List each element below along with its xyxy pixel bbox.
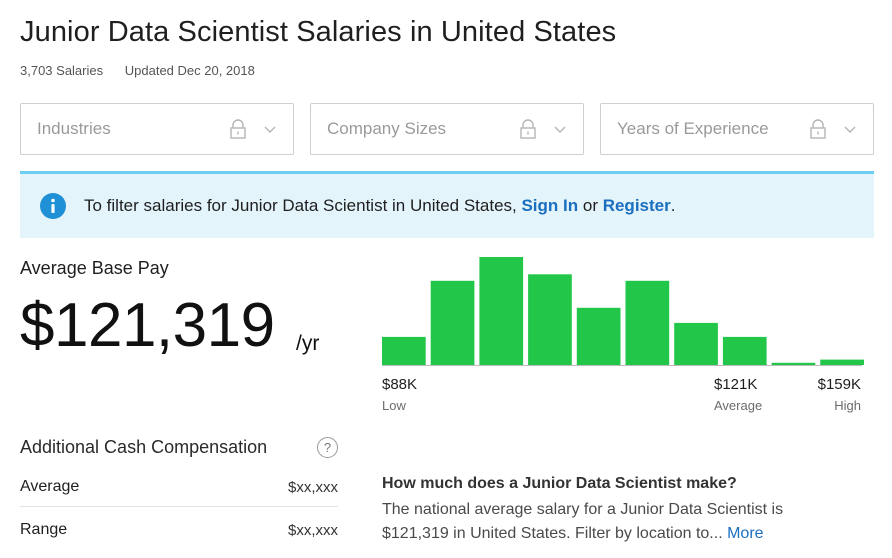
pay-unit: /yr	[296, 332, 320, 355]
banner-text: To filter salaries for Junior Data Scien…	[84, 196, 675, 216]
register-link[interactable]: Register	[602, 196, 671, 215]
updated-date: Updated Dec 20, 2018	[124, 63, 255, 78]
high-value: $159K	[817, 376, 861, 393]
chevron-down-icon	[554, 126, 566, 133]
comp-row-label: Range	[20, 521, 68, 538]
average-label: Average	[714, 398, 763, 413]
average-value: $121K	[714, 376, 758, 393]
faq-line-2: $121,319 in United States. Filter by loc…	[382, 522, 852, 546]
chevron-down-icon	[264, 126, 276, 133]
info-icon	[40, 193, 66, 219]
filter-label: Company Sizes	[327, 119, 447, 138]
histogram-bar	[625, 280, 670, 365]
help-icon[interactable]: ?	[317, 437, 338, 458]
banner-text-before: To filter salaries for Junior Data Scien…	[84, 196, 522, 215]
histogram-bar	[771, 362, 816, 365]
lock-icon	[520, 119, 536, 139]
page-title: Junior Data Scientist Salaries in United…	[20, 16, 617, 48]
low-label: Low	[382, 398, 406, 413]
faq-line: The national average salary for a Junior…	[382, 501, 784, 518]
salary-count: 3,703 Salaries	[20, 63, 104, 78]
histogram-bar	[528, 274, 572, 365]
faq-line-text: $121,319 in United States. Filter by loc…	[382, 525, 728, 542]
additional-cash-label: Additional Cash Compensation	[20, 437, 268, 457]
filter-label: Years of Experience	[617, 119, 769, 138]
salary-histogram	[382, 257, 864, 365]
faq-title: How much does a Junior Data Scientist ma…	[382, 475, 737, 492]
filter-label: Industries	[37, 119, 111, 138]
faq-body: The national average salary for a Junior…	[382, 498, 852, 546]
sign-in-link[interactable]: Sign In	[521, 196, 579, 215]
histogram-bar	[576, 307, 621, 365]
histogram-bar	[820, 359, 864, 365]
sign-in-banner: To filter salaries for Junior Data Scien…	[20, 171, 874, 238]
banner-text-mid: or	[578, 196, 603, 215]
high-label: High	[834, 398, 861, 413]
lock-icon	[810, 119, 826, 139]
page-meta: 3,703 Salaries Updated Dec 20, 2018	[20, 63, 255, 78]
low-value: $88K	[382, 376, 418, 393]
histogram-bar	[479, 257, 524, 365]
industries-filter[interactable]: Industries	[20, 103, 294, 155]
comp-row-value: $xx,xxx	[287, 522, 338, 539]
average-base-pay-label: Average Base Pay	[20, 258, 169, 278]
company-sizes-filter[interactable]: Company Sizes	[310, 103, 584, 155]
histogram-bar	[430, 280, 475, 365]
histogram-bar	[382, 336, 426, 365]
lock-icon	[230, 119, 246, 139]
more-link[interactable]: More	[727, 525, 764, 542]
chevron-down-icon	[844, 126, 856, 133]
histogram-bar	[722, 336, 767, 365]
comp-row-value: $xx,xxx	[287, 479, 338, 496]
row-divider	[20, 506, 338, 507]
histogram-baseline	[382, 365, 862, 366]
comp-row-label: Average	[20, 478, 80, 495]
banner-text-after: .	[670, 196, 676, 215]
years-of-experience-filter[interactable]: Years of Experience	[600, 103, 874, 155]
average-base-pay-value: $121,319	[20, 291, 275, 360]
histogram-bar	[674, 322, 718, 365]
